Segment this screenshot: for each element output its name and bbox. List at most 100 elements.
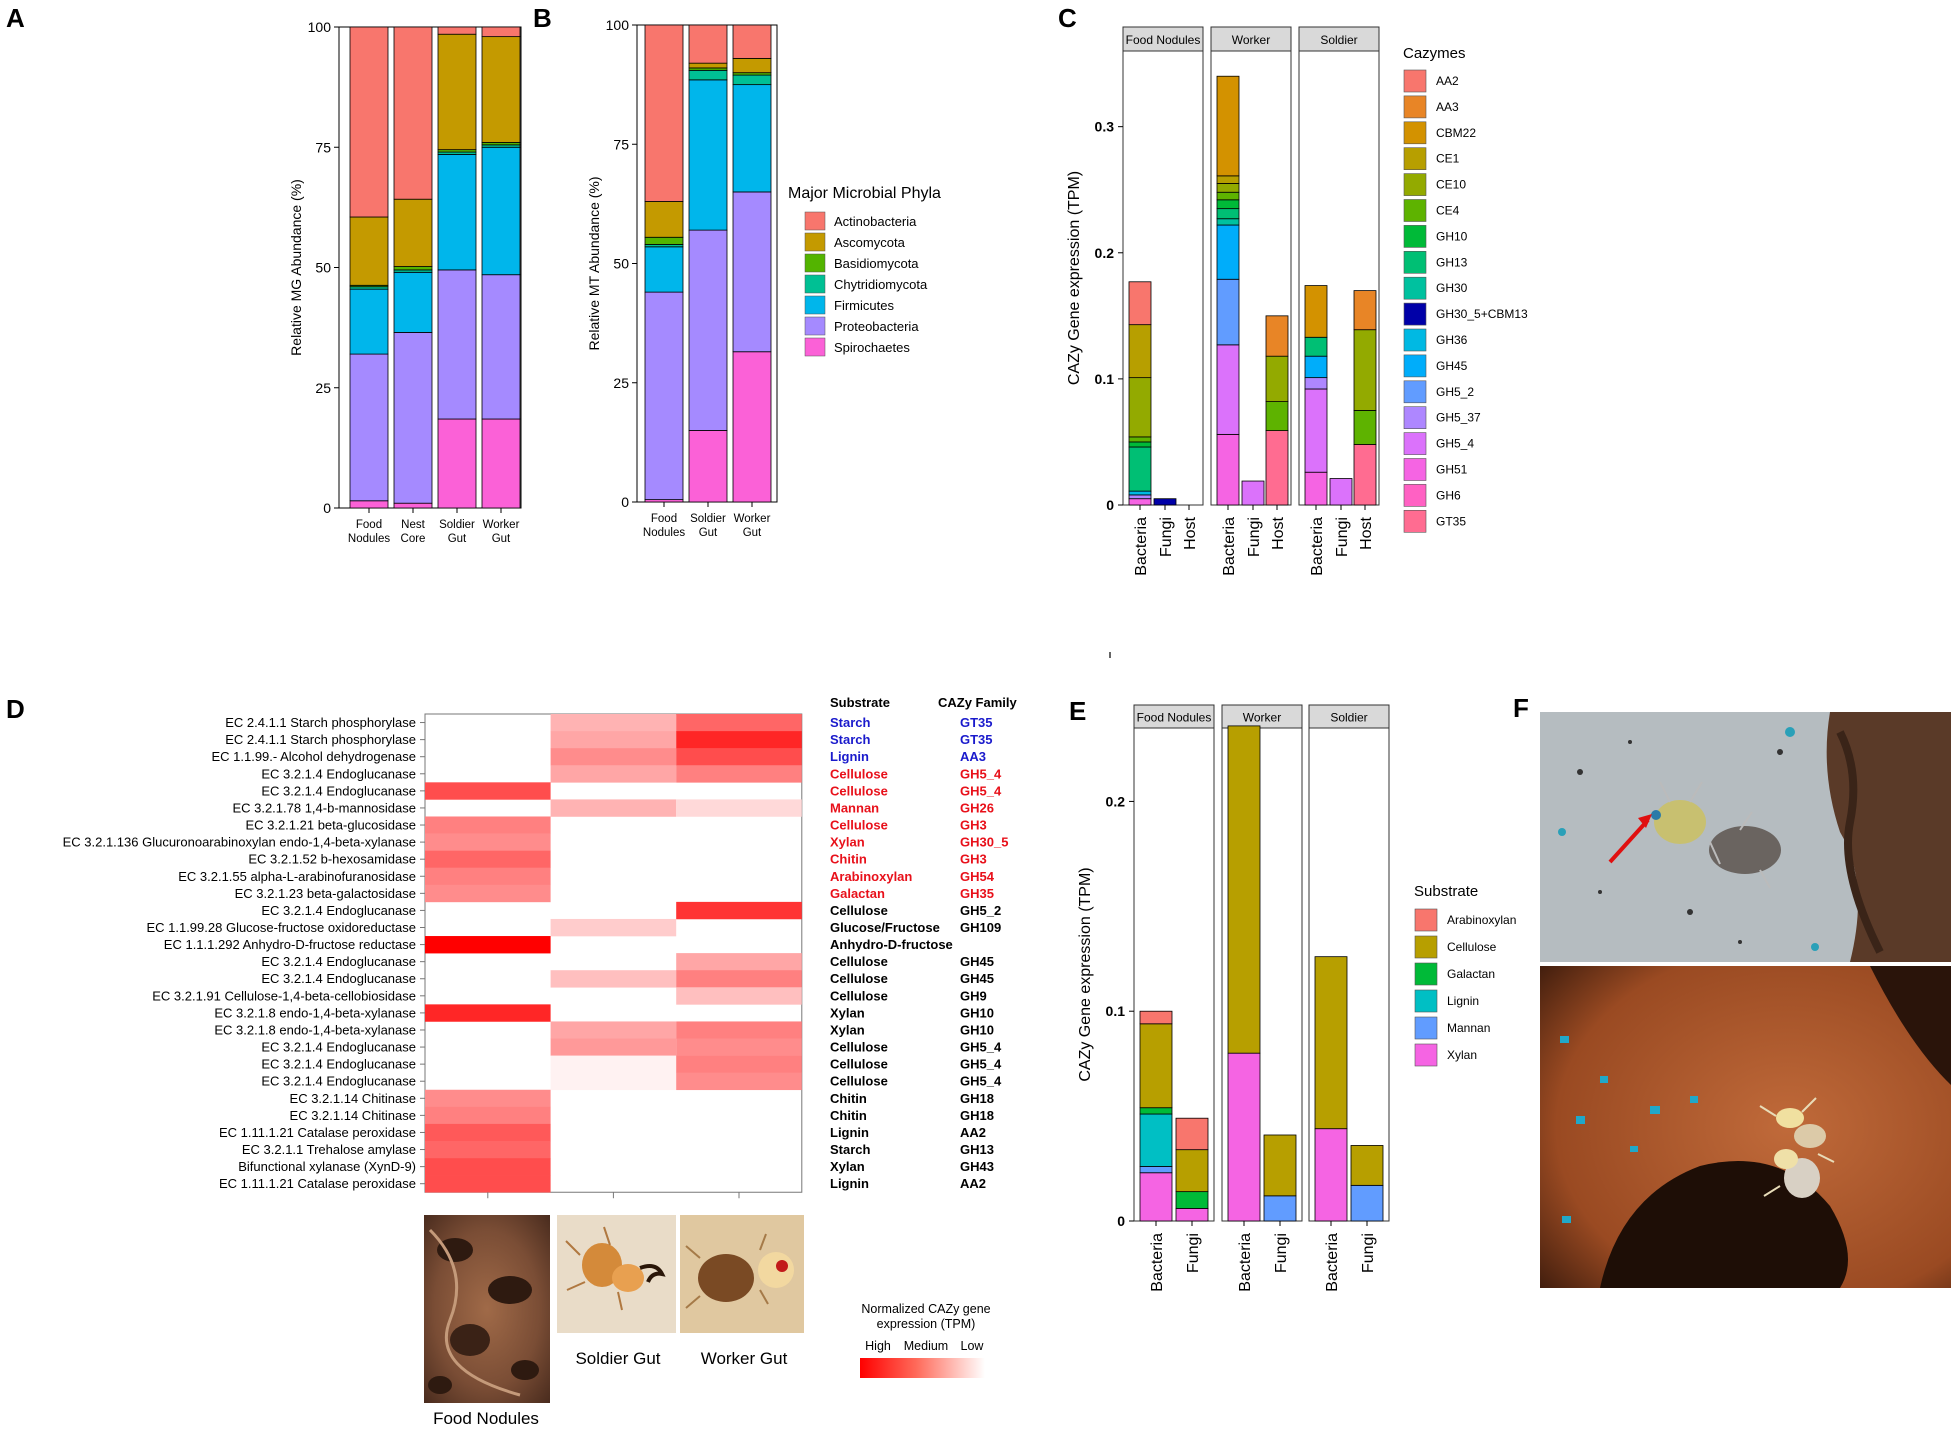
- panel-f-photos: [1540, 712, 1951, 1288]
- heat-family-3: GH5_4: [960, 766, 1002, 781]
- panel-label-b: B: [533, 3, 552, 33]
- caption-worker-gut: Worker Gut: [701, 1349, 788, 1368]
- chart-c-bar-worker-fungi-gh5-4: [1241, 480, 1265, 506]
- heat-family-25: GH13: [960, 1142, 994, 1157]
- chart-d-heatmap: EC 2.4.1.1 Starch phosphorylase Starch GT3…: [63, 695, 1018, 1199]
- legend-c-swatch-aa3: [1403, 95, 1427, 119]
- heat-cell-0-soldier-gut: [550, 714, 677, 732]
- heat-row-label-6: EC 3.2.1.21 beta-glucosidase: [245, 818, 416, 833]
- chart-b-bar-worker-gut-firmicutes: [732, 84, 772, 193]
- chart-c-ytick-label-0.3: 0.3: [1095, 119, 1115, 135]
- heat-substrate-8: Chitin: [830, 852, 867, 867]
- chart-e-xlabel-soldier-fungi: Fungi: [1360, 1233, 1377, 1273]
- photo-termite-closeup: [1540, 712, 1951, 962]
- heat-substrate-22: Chitin: [830, 1091, 867, 1106]
- chart-c-bar-worker-bacteria-gh30: [1216, 218, 1240, 226]
- chart-c-bar-food-nodules-fungi-gh30-5-cbm13: [1153, 498, 1177, 506]
- chart-c-bar-food-nodules-bacteria-gh13: [1128, 446, 1152, 492]
- chart-c-bar-worker-bacteria-ce1: [1216, 175, 1240, 184]
- legend-b-swatch-actinobacteria: [804, 211, 826, 231]
- heat-cell-6-food-nodules: [425, 816, 551, 834]
- chart-b-bar-soldier-gut-proteobacteria: [688, 229, 728, 431]
- heat-row-label-26: Bifunctional xylanase (XynD-9): [238, 1159, 416, 1174]
- heat-family-10: GH35: [960, 886, 994, 901]
- chart-c-bar-food-nodules-bacteria-gh10: [1128, 441, 1152, 448]
- legend-c-swatch-ce10: [1403, 173, 1427, 196]
- chart-e-bar-food-nodules-bacteria-arabinoxylan: [1139, 1010, 1173, 1025]
- heat-cell-5-worker-gut: [676, 799, 802, 817]
- heat-row-label-16: EC 3.2.1.91 Cellulose-1,4-beta-cellobios…: [152, 988, 416, 1003]
- chart-c-bar-worker-bacteria-gh10: [1216, 199, 1240, 210]
- heat-family-27: AA2: [960, 1176, 986, 1191]
- heat-row-label-15: EC 3.2.1.4 Endoglucanase: [261, 971, 416, 986]
- chart-c-bar-food-nodules-bacteria-ce4: [1128, 436, 1152, 443]
- heat-row-label-4: EC 3.2.1.4 Endoglucanase: [261, 783, 416, 798]
- heat-row-label-18: EC 3.2.1.8 endo-1,4-beta-xylanase: [214, 1022, 416, 1037]
- legend-c-label-gh30-5-cbm13: GH30_5+CBM13: [1436, 307, 1528, 321]
- chart-b-bar-food-nodules-firmicutes: [644, 246, 684, 293]
- chart-a-bar-soldier-gut-actinobacteria: [437, 26, 477, 35]
- chart-c-xlabel-worker-fungi: Fungi: [1246, 517, 1263, 557]
- heat-substrate-1: Starch: [830, 732, 871, 747]
- legend-c-swatch-gh5-37: [1403, 406, 1427, 430]
- chart-c-bar-food-nodules-bacteria-ce1: [1128, 324, 1152, 379]
- chart-c-strip-soldier: [1298, 26, 1380, 52]
- heat-substrate-14: Cellulose: [830, 954, 888, 969]
- chart-e-ytick-label-0.2: 0.2: [1106, 793, 1126, 809]
- chart-c-bar-worker-host-ce10: [1265, 355, 1289, 402]
- heat-family-4: GH5_4: [960, 783, 1002, 798]
- heat-substrate-2: Lignin: [830, 749, 869, 764]
- legend-c-swatch-gh30-5-cbm13: [1403, 302, 1427, 326]
- heat-header-substrate: Substrate: [830, 695, 890, 710]
- chart-e-xlabel-food-nodules-fungi: Fungi: [1185, 1233, 1202, 1273]
- chart-b-ylabel: Relative MT Abundance (%): [586, 176, 602, 350]
- legend-c-swatch-gh36: [1403, 328, 1427, 352]
- heat-row-label-21: EC 3.2.1.4 Endoglucanase: [261, 1074, 416, 1089]
- chart-b-bar-soldier-gut-firmicutes: [688, 79, 728, 231]
- chart-a-xlabel-nest-core-0: Nest: [401, 519, 425, 531]
- chart-b-ytick-label-75: 75: [613, 136, 629, 152]
- chart-a-ytick-label-100: 100: [308, 19, 332, 35]
- chart-b-bar-worker-gut-actinobacteria: [732, 24, 772, 59]
- chart-e-bar-food-nodules-fungi-arabinoxylan: [1175, 1117, 1209, 1151]
- chart-a-bar-food-nodules-ascomycota: [349, 216, 389, 286]
- heat-row-label-19: EC 3.2.1.4 Endoglucanase: [261, 1040, 416, 1055]
- heat-substrate-26: Xylan: [830, 1159, 865, 1174]
- heat-row-label-8: EC 3.2.1.52 b-hexosamidase: [248, 852, 416, 867]
- legend-c-swatch-gh13: [1403, 251, 1427, 274]
- chart-b-ytick-label-0: 0: [621, 494, 629, 510]
- heat-cell-15-worker-gut: [676, 970, 802, 988]
- legend-c-label-aa3: AA3: [1436, 100, 1459, 114]
- heat-substrate-16: Cellulose: [830, 988, 888, 1003]
- heat-substrate-12: Glucose/Fructose: [830, 920, 940, 935]
- legend-c-label-gh10: GH10: [1436, 229, 1468, 243]
- chart-b-xlabel-soldier-gut-0: Soldier: [690, 513, 726, 525]
- legend-c-label-gh5-2: GH5_2: [1436, 385, 1474, 399]
- chart-e-bar-worker-fungi-cellulose: [1263, 1134, 1297, 1197]
- chart-a-mg-abundance: 0 25 50 75 100 Relative MG Abundance (%) Food N…: [288, 19, 522, 545]
- chart-c-ylabel: CAZy Gene expression (TPM): [1066, 171, 1083, 385]
- chart-c-bar-worker-bacteria-gh51: [1216, 433, 1240, 506]
- legend-c-swatch-gh45: [1403, 354, 1427, 378]
- legend-e-title: Substrate: [1414, 883, 1478, 900]
- chart-b-mt-abundance: 0 25 50 75 100 Relative MT Abundance (%) Food N…: [586, 17, 941, 539]
- chart-c-bar-soldier-bacteria-gh13: [1304, 336, 1328, 357]
- legend-c-label-gh51: GH51: [1436, 463, 1468, 477]
- heat-row-label-3: EC 3.2.1.4 Endoglucanase: [261, 766, 416, 781]
- chart-c-bar-worker-bacteria-gh5-2: [1216, 278, 1240, 346]
- chart-b-bar-worker-gut-proteobacteria: [732, 191, 772, 353]
- heat-family-12: GH109: [960, 920, 1001, 935]
- chart-e-substrate-expression: Food Nodules Bacteria Fungi Worker Bacteria F…: [1077, 704, 1516, 1292]
- legend-b-swatch-ascomycota: [804, 232, 826, 252]
- legend-c-swatch-gh51: [1403, 458, 1427, 481]
- heat-cell-18-soldier-gut: [550, 1021, 677, 1039]
- legend-c-swatch-gh6: [1403, 484, 1427, 507]
- chart-b-xlabel-worker-gut-0: Worker: [734, 513, 771, 525]
- heat-family-19: GH5_4: [960, 1040, 1002, 1055]
- chart-c-bar-worker-host-ce4: [1265, 401, 1289, 431]
- heat-substrate-13: Anhydro-D-fructose: [830, 937, 953, 952]
- chart-c-bar-worker-bacteria-ce4: [1216, 191, 1240, 201]
- heat-family-6: GH3: [960, 818, 987, 833]
- heat-row-label-23: EC 3.2.1.14 Chitinase: [290, 1108, 416, 1123]
- chart-b-xlabel-food-nodules-1: Nodules: [643, 527, 685, 539]
